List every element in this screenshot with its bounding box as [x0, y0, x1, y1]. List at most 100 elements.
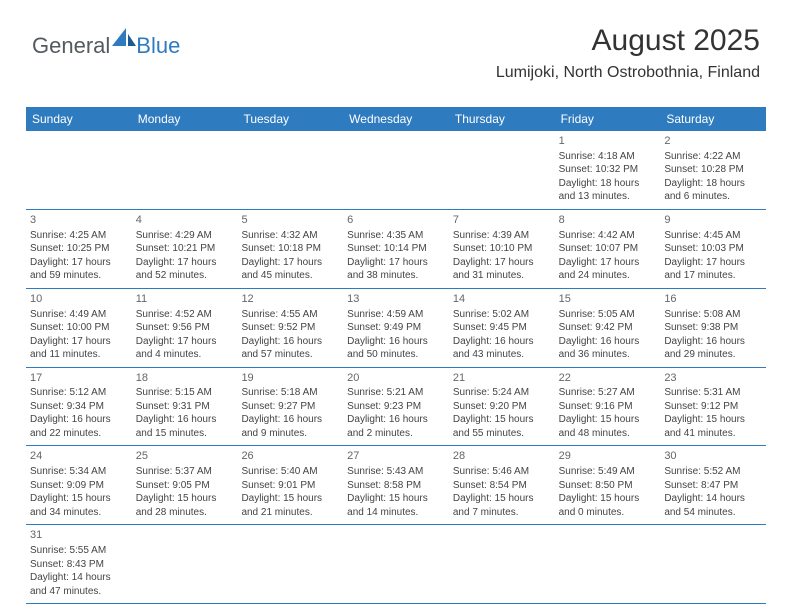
day-number: 4	[136, 213, 234, 228]
sunrise-text: Sunrise: 5:43 AM	[347, 465, 445, 479]
logo-sail-icon	[112, 28, 136, 51]
empty-cell	[132, 131, 238, 209]
week-row: 31Sunrise: 5:55 AMSunset: 8:43 PMDayligh…	[26, 525, 766, 604]
sunrise-text: Sunrise: 4:22 AM	[664, 150, 762, 164]
daylight-text: Daylight: 16 hours and 57 minutes.	[241, 335, 339, 362]
daylight-text: Daylight: 14 hours and 54 minutes.	[664, 492, 762, 519]
day-number: 8	[559, 213, 657, 228]
day-cell-5: 5Sunrise: 4:32 AMSunset: 10:18 PMDayligh…	[237, 210, 343, 288]
day-number: 23	[664, 371, 762, 386]
empty-cell	[449, 525, 555, 603]
day-cell-4: 4Sunrise: 4:29 AMSunset: 10:21 PMDayligh…	[132, 210, 238, 288]
sunset-text: Sunset: 9:16 PM	[559, 400, 657, 414]
sunrise-text: Sunrise: 5:12 AM	[30, 386, 128, 400]
daylight-text: Daylight: 15 hours and 0 minutes.	[559, 492, 657, 519]
day-cell-28: 28Sunrise: 5:46 AMSunset: 8:54 PMDayligh…	[449, 446, 555, 524]
sunrise-text: Sunrise: 5:49 AM	[559, 465, 657, 479]
day-number: 11	[136, 292, 234, 307]
sunset-text: Sunset: 9:23 PM	[347, 400, 445, 414]
sunrise-text: Sunrise: 5:46 AM	[453, 465, 551, 479]
day-number: 29	[559, 449, 657, 464]
daylight-text: Daylight: 17 hours and 38 minutes.	[347, 256, 445, 283]
day-cell-30: 30Sunrise: 5:52 AMSunset: 8:47 PMDayligh…	[660, 446, 766, 524]
day-cell-18: 18Sunrise: 5:15 AMSunset: 9:31 PMDayligh…	[132, 368, 238, 446]
daylight-text: Daylight: 16 hours and 22 minutes.	[30, 413, 128, 440]
day-cell-10: 10Sunrise: 4:49 AMSunset: 10:00 PMDaylig…	[26, 289, 132, 367]
day-header-monday: Monday	[132, 107, 238, 131]
sunset-text: Sunset: 10:18 PM	[241, 242, 339, 256]
sunset-text: Sunset: 8:50 PM	[559, 479, 657, 493]
sunrise-text: Sunrise: 4:55 AM	[241, 308, 339, 322]
location: Lumijoki, North Ostrobothnia, Finland	[496, 64, 760, 82]
logo-text-blue: Blue	[136, 33, 180, 59]
sunrise-text: Sunrise: 5:55 AM	[30, 544, 128, 558]
day-number: 20	[347, 371, 445, 386]
sunset-text: Sunset: 9:20 PM	[453, 400, 551, 414]
sunset-text: Sunset: 9:01 PM	[241, 479, 339, 493]
day-cell-25: 25Sunrise: 5:37 AMSunset: 9:05 PMDayligh…	[132, 446, 238, 524]
sunrise-text: Sunrise: 5:34 AM	[30, 465, 128, 479]
daylight-text: Daylight: 15 hours and 7 minutes.	[453, 492, 551, 519]
day-number: 12	[241, 292, 339, 307]
sunset-text: Sunset: 9:49 PM	[347, 321, 445, 335]
day-number: 31	[30, 528, 128, 543]
day-header-friday: Friday	[555, 107, 661, 131]
sunset-text: Sunset: 9:52 PM	[241, 321, 339, 335]
sunset-text: Sunset: 9:27 PM	[241, 400, 339, 414]
empty-cell	[555, 525, 661, 603]
daylight-text: Daylight: 17 hours and 4 minutes.	[136, 335, 234, 362]
day-cell-2: 2Sunrise: 4:22 AMSunset: 10:28 PMDayligh…	[660, 131, 766, 209]
daylight-text: Daylight: 15 hours and 14 minutes.	[347, 492, 445, 519]
day-cell-12: 12Sunrise: 4:55 AMSunset: 9:52 PMDayligh…	[237, 289, 343, 367]
sunset-text: Sunset: 10:21 PM	[136, 242, 234, 256]
day-number: 2	[664, 134, 762, 149]
sunset-text: Sunset: 9:05 PM	[136, 479, 234, 493]
daylight-text: Daylight: 16 hours and 50 minutes.	[347, 335, 445, 362]
empty-cell	[449, 131, 555, 209]
empty-cell	[132, 525, 238, 603]
sunset-text: Sunset: 9:38 PM	[664, 321, 762, 335]
sunset-text: Sunset: 10:07 PM	[559, 242, 657, 256]
daylight-text: Daylight: 15 hours and 28 minutes.	[136, 492, 234, 519]
calendar: SundayMondayTuesdayWednesdayThursdayFrid…	[26, 107, 766, 604]
day-cell-3: 3Sunrise: 4:25 AMSunset: 10:25 PMDayligh…	[26, 210, 132, 288]
daylight-text: Daylight: 16 hours and 36 minutes.	[559, 335, 657, 362]
sunset-text: Sunset: 8:43 PM	[30, 558, 128, 572]
day-header-row: SundayMondayTuesdayWednesdayThursdayFrid…	[26, 107, 766, 131]
sunrise-text: Sunrise: 5:05 AM	[559, 308, 657, 322]
sunset-text: Sunset: 8:54 PM	[453, 479, 551, 493]
empty-cell	[237, 525, 343, 603]
header: August 2025 Lumijoki, North Ostrobothnia…	[496, 24, 760, 82]
sunset-text: Sunset: 8:47 PM	[664, 479, 762, 493]
daylight-text: Daylight: 18 hours and 13 minutes.	[559, 177, 657, 204]
sunrise-text: Sunrise: 5:52 AM	[664, 465, 762, 479]
daylight-text: Daylight: 18 hours and 6 minutes.	[664, 177, 762, 204]
day-cell-7: 7Sunrise: 4:39 AMSunset: 10:10 PMDayligh…	[449, 210, 555, 288]
daylight-text: Daylight: 17 hours and 45 minutes.	[241, 256, 339, 283]
day-cell-15: 15Sunrise: 5:05 AMSunset: 9:42 PMDayligh…	[555, 289, 661, 367]
day-header-sunday: Sunday	[26, 107, 132, 131]
day-cell-26: 26Sunrise: 5:40 AMSunset: 9:01 PMDayligh…	[237, 446, 343, 524]
sunset-text: Sunset: 8:58 PM	[347, 479, 445, 493]
daylight-text: Daylight: 16 hours and 9 minutes.	[241, 413, 339, 440]
week-row: 10Sunrise: 4:49 AMSunset: 10:00 PMDaylig…	[26, 289, 766, 368]
empty-cell	[343, 131, 449, 209]
day-number: 22	[559, 371, 657, 386]
daylight-text: Daylight: 16 hours and 15 minutes.	[136, 413, 234, 440]
daylight-text: Daylight: 17 hours and 24 minutes.	[559, 256, 657, 283]
day-cell-13: 13Sunrise: 4:59 AMSunset: 9:49 PMDayligh…	[343, 289, 449, 367]
sunrise-text: Sunrise: 4:39 AM	[453, 229, 551, 243]
day-cell-6: 6Sunrise: 4:35 AMSunset: 10:14 PMDayligh…	[343, 210, 449, 288]
day-number: 9	[664, 213, 762, 228]
daylight-text: Daylight: 15 hours and 55 minutes.	[453, 413, 551, 440]
logo: General Blue	[32, 28, 180, 59]
day-number: 28	[453, 449, 551, 464]
day-number: 3	[30, 213, 128, 228]
empty-cell	[26, 131, 132, 209]
month-title: August 2025	[496, 24, 760, 58]
daylight-text: Daylight: 17 hours and 52 minutes.	[136, 256, 234, 283]
day-cell-31: 31Sunrise: 5:55 AMSunset: 8:43 PMDayligh…	[26, 525, 132, 603]
day-cell-1: 1Sunrise: 4:18 AMSunset: 10:32 PMDayligh…	[555, 131, 661, 209]
sunrise-text: Sunrise: 4:45 AM	[664, 229, 762, 243]
sunrise-text: Sunrise: 5:21 AM	[347, 386, 445, 400]
